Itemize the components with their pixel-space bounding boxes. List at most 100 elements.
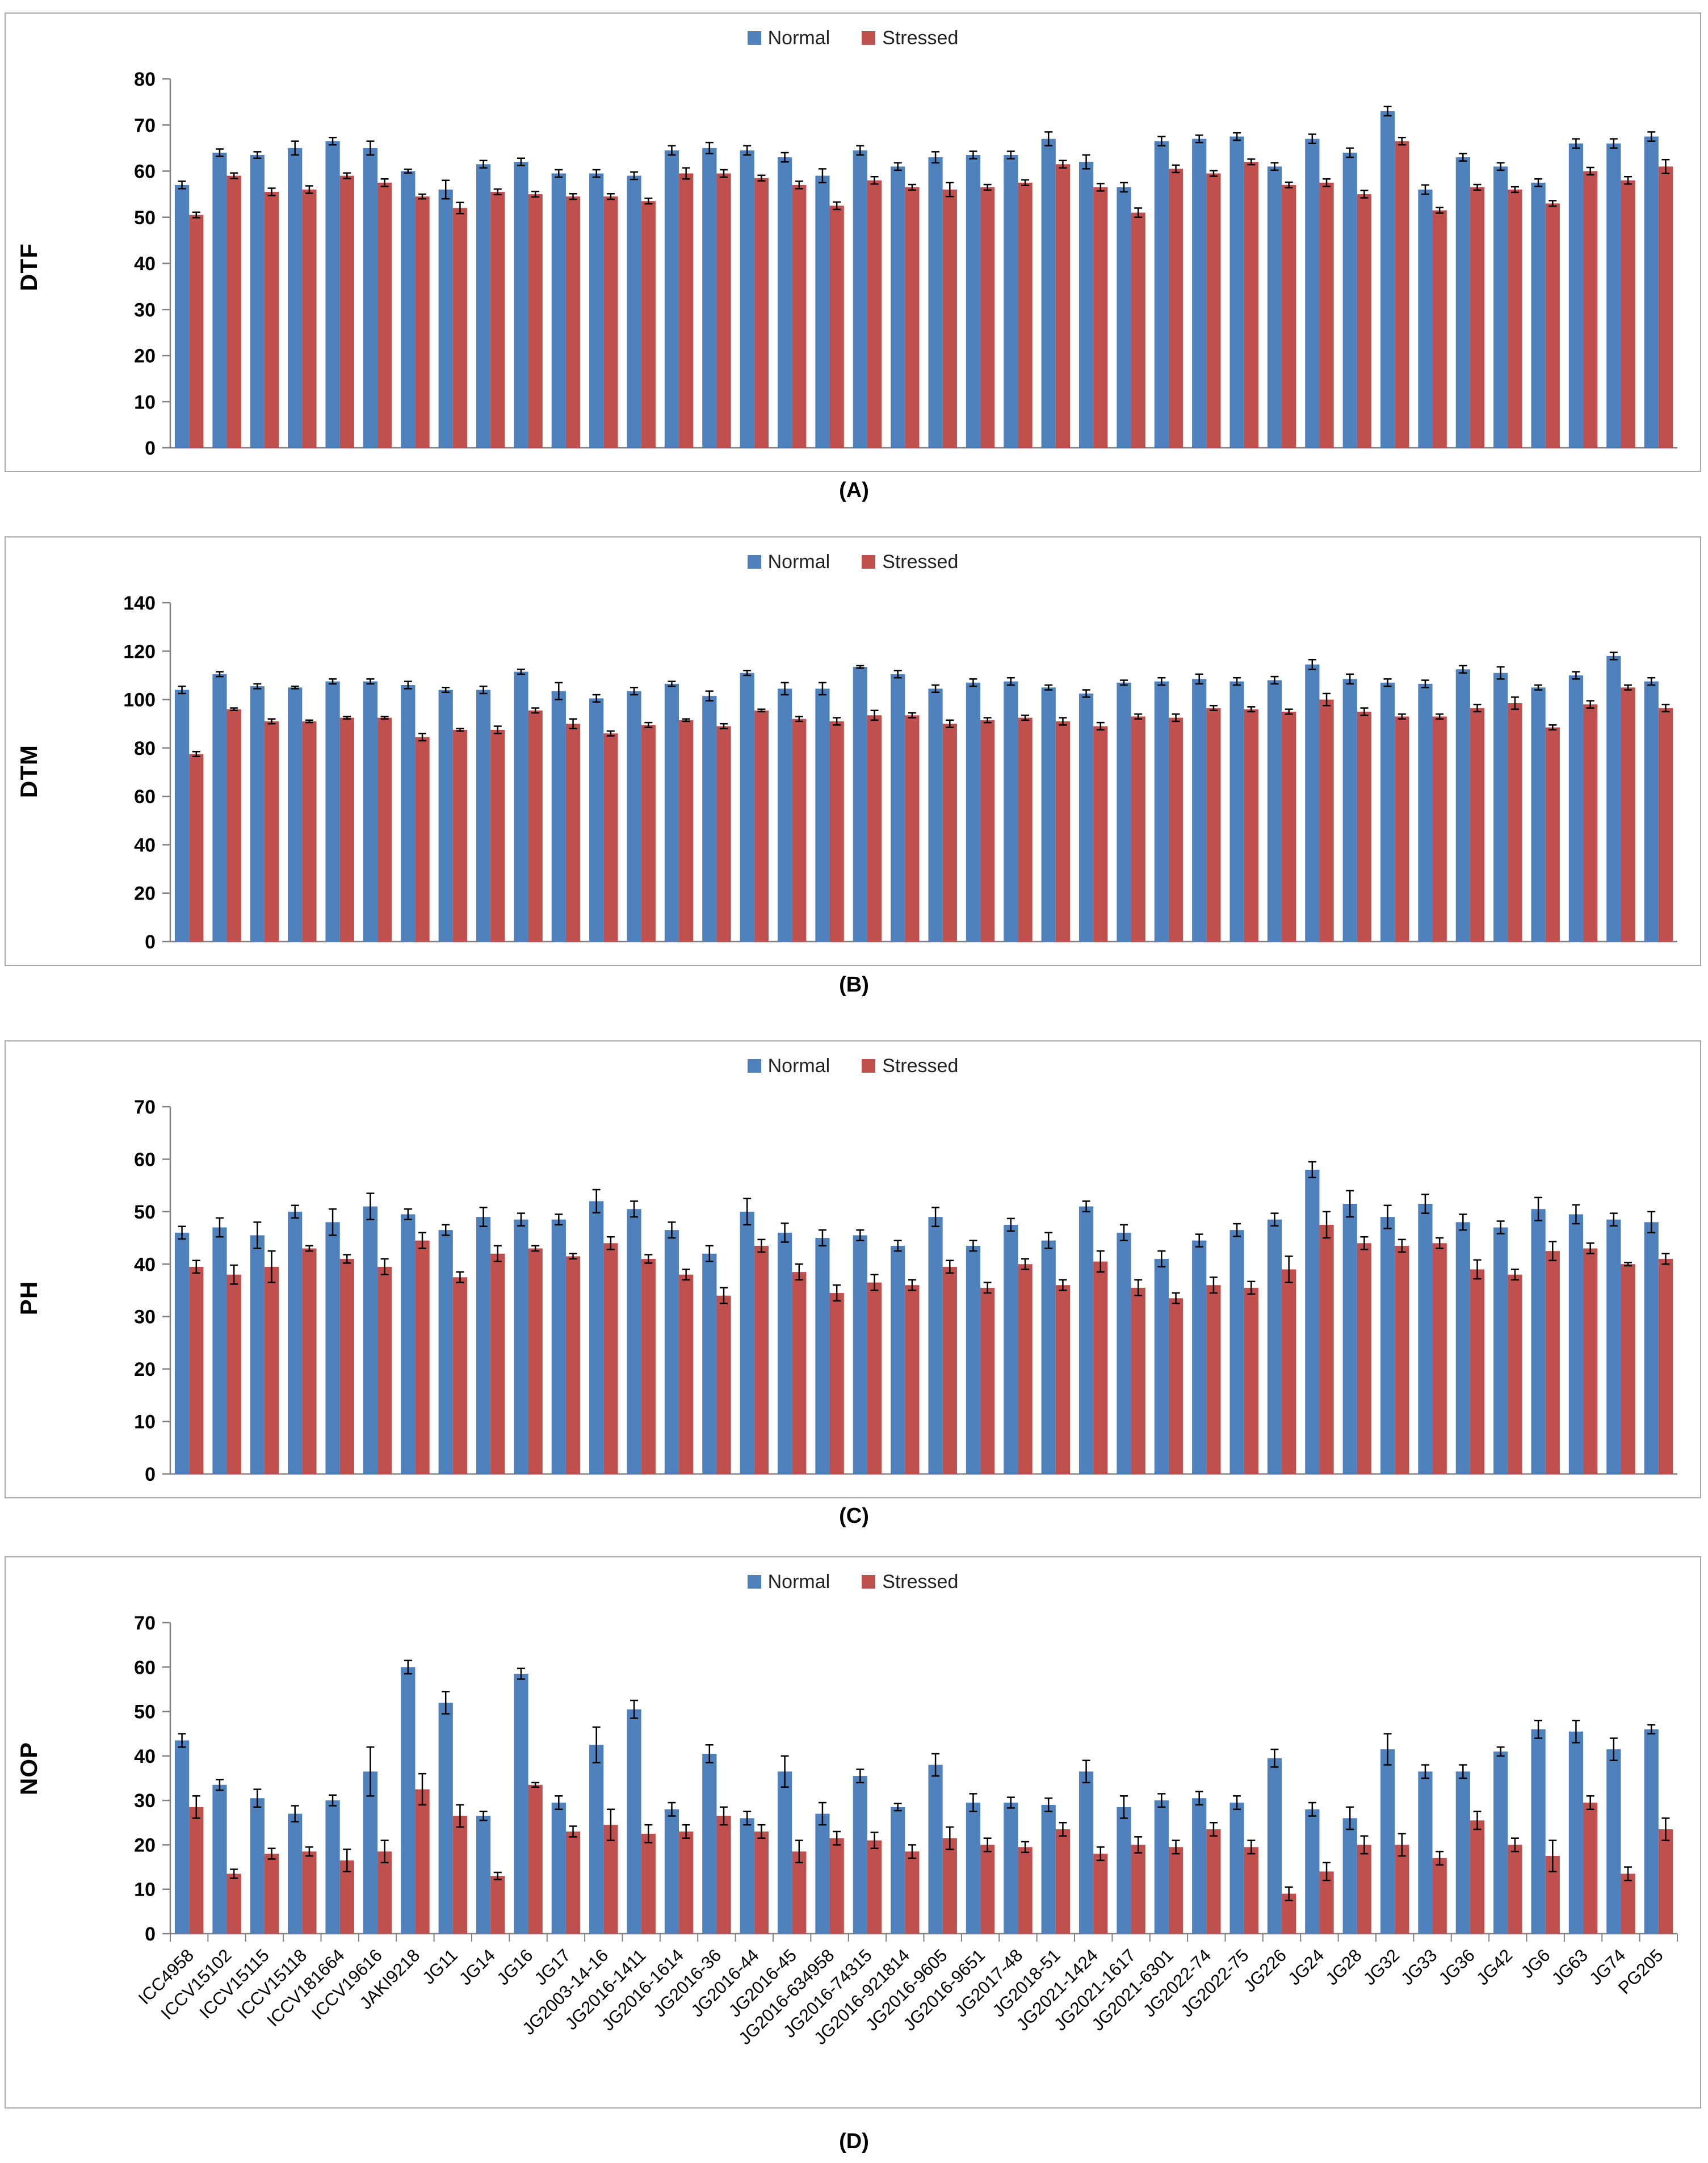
- bar: [1305, 664, 1320, 942]
- bar: [829, 205, 844, 448]
- bar: [490, 729, 505, 942]
- bar: [1606, 1749, 1621, 1934]
- bar: [627, 175, 641, 448]
- y-tick-label: 30: [134, 299, 156, 321]
- bar: [1206, 708, 1221, 942]
- bar: [1508, 1845, 1522, 1934]
- y-tick-label: 100: [123, 690, 156, 711]
- bar: [1621, 1264, 1635, 1474]
- bar: [966, 682, 981, 942]
- bar: [740, 1818, 754, 1934]
- bar: [980, 720, 995, 942]
- bar: [250, 686, 265, 942]
- bar: [1380, 111, 1395, 448]
- bar: [1305, 1809, 1320, 1934]
- legend-item-stressed: Stressed: [862, 1055, 958, 1077]
- bar: [226, 709, 241, 942]
- y-tick-label: 0: [145, 1464, 156, 1485]
- bar: [226, 175, 241, 448]
- bar: [980, 187, 995, 448]
- bar: [716, 726, 731, 942]
- bar: [189, 1266, 204, 1474]
- bar: [1342, 1818, 1357, 1934]
- bar: [928, 1217, 943, 1474]
- bar: [264, 1266, 279, 1474]
- bar: [476, 690, 491, 942]
- bar: [514, 1674, 528, 1934]
- y-tick-label: 70: [134, 1097, 156, 1118]
- bar: [1319, 699, 1334, 942]
- bar: [1319, 182, 1334, 448]
- bar: [679, 1274, 694, 1474]
- bar: [1621, 687, 1635, 942]
- bar: [664, 1230, 679, 1474]
- bar: [1342, 679, 1357, 942]
- x-category-label: JG14: [455, 1945, 499, 1989]
- bar: [1154, 1259, 1169, 1474]
- legend-stressed-swatch: [862, 1059, 876, 1073]
- bar: [401, 1214, 416, 1474]
- bar: [528, 1784, 543, 1934]
- bar: [777, 1771, 792, 1934]
- bar: [853, 667, 867, 942]
- bar: [1055, 164, 1071, 448]
- y-tick-label: 60: [134, 1657, 156, 1678]
- bar: [792, 1851, 807, 1934]
- x-category-label: JG63: [1548, 1945, 1592, 1989]
- bar: [815, 688, 830, 942]
- bar: [716, 1816, 731, 1934]
- legend-normal-swatch: [747, 1575, 761, 1589]
- bar: [1078, 1771, 1094, 1934]
- x-category-label: JG24: [1284, 1945, 1328, 1989]
- bar: [1357, 1243, 1372, 1474]
- bar: [1206, 1829, 1221, 1934]
- bar: [1154, 681, 1169, 942]
- bar: [1078, 162, 1094, 448]
- bar: [1078, 693, 1094, 942]
- bar: [490, 1876, 505, 1934]
- bar: [1568, 1731, 1584, 1934]
- bar: [1319, 1871, 1334, 1934]
- bar: [1305, 1169, 1320, 1474]
- bar: [339, 1259, 354, 1474]
- bar: [1583, 704, 1598, 942]
- y-tick-label: 70: [134, 1612, 156, 1634]
- bar: [1282, 1269, 1296, 1474]
- legend: Normal Stressed: [6, 537, 1700, 577]
- bar: [1229, 681, 1244, 942]
- bar: [1282, 711, 1296, 942]
- bar: [1004, 1803, 1018, 1934]
- x-category-label: JG28: [1322, 1945, 1366, 1989]
- bar: [853, 1235, 867, 1474]
- bar: [288, 148, 303, 448]
- bar: [1004, 1224, 1018, 1474]
- bar: [438, 690, 453, 942]
- bar: [1282, 184, 1296, 448]
- bar: [250, 1798, 265, 1934]
- legend-stressed-label: Stressed: [882, 1570, 959, 1593]
- bar: [226, 1874, 241, 1934]
- bar: [905, 187, 920, 448]
- legend-normal-label: Normal: [767, 27, 830, 49]
- bar: [1267, 680, 1282, 942]
- bar: [565, 1831, 581, 1934]
- bar: [401, 684, 416, 942]
- bar: [1568, 143, 1584, 448]
- bar: [438, 1702, 453, 1934]
- bar: [476, 1816, 491, 1934]
- bar: [452, 729, 468, 942]
- bar: [264, 721, 279, 942]
- bar: [1229, 1230, 1244, 1474]
- bar: [226, 1274, 241, 1474]
- bar: [641, 725, 656, 942]
- bar: [942, 1266, 957, 1474]
- bar: [1004, 155, 1018, 448]
- bar: [363, 148, 378, 448]
- bar: [980, 1287, 995, 1474]
- bar: [1545, 727, 1560, 942]
- bar: [1018, 1847, 1033, 1934]
- bar: [702, 1753, 717, 1934]
- bar: [339, 1860, 354, 1934]
- bar: [189, 754, 204, 942]
- bar: [1606, 143, 1621, 448]
